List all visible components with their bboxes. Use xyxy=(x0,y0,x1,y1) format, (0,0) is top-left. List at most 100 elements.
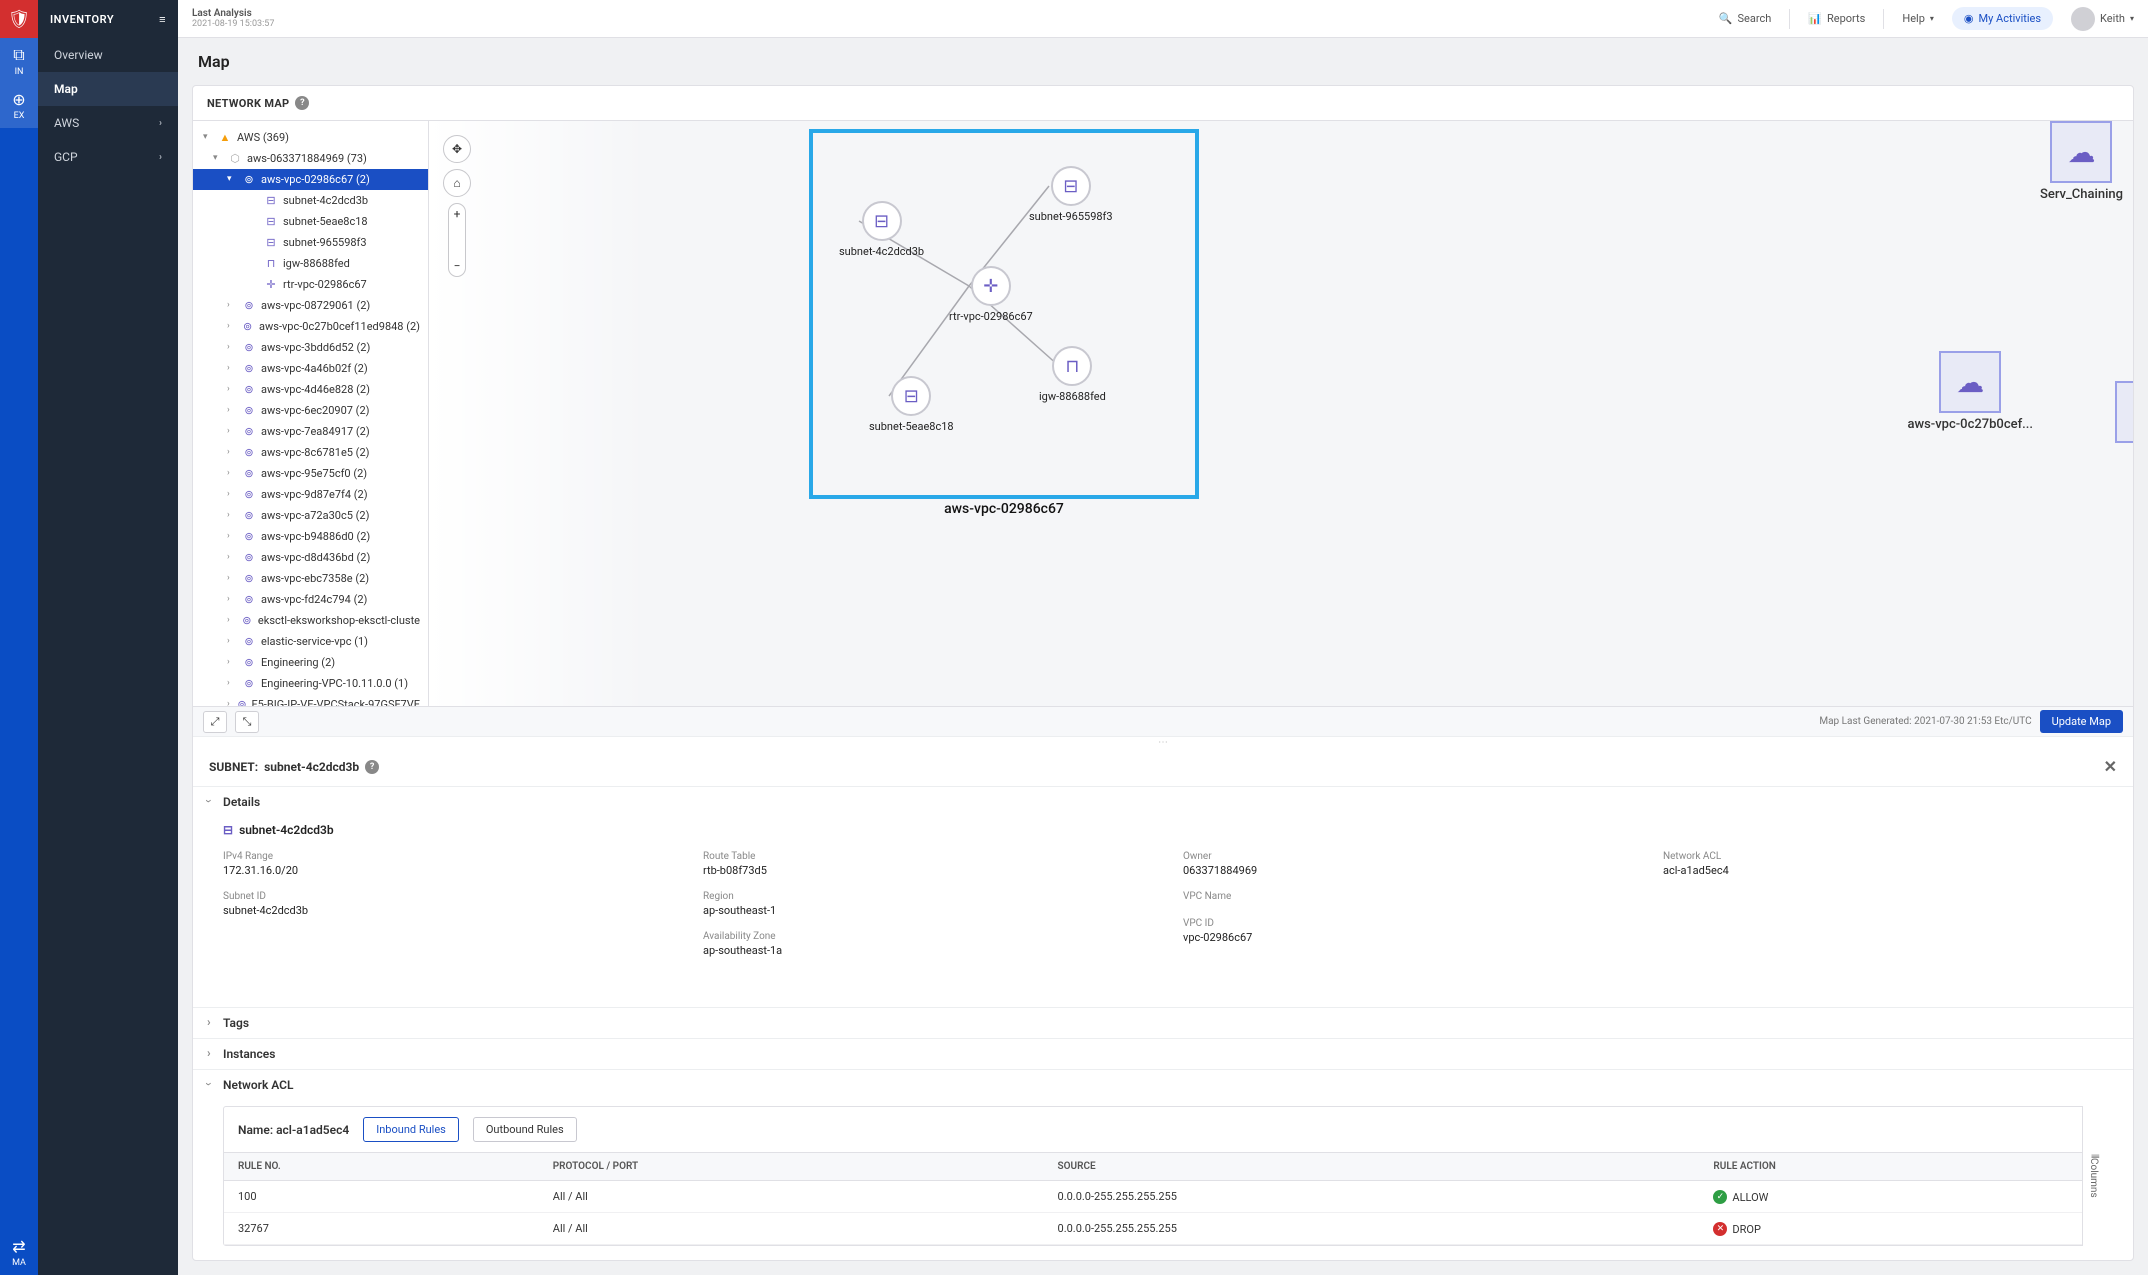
help-icon[interactable]: ? xyxy=(295,96,309,110)
node-router[interactable]: ✛rtr-vpc-02986c67 xyxy=(949,266,1033,323)
user-menu[interactable]: Keith▾ xyxy=(2071,7,2134,31)
tree-row-vpc[interactable]: ›⊚Engineering (2) xyxy=(193,652,428,673)
rail-item-ma[interactable]: ⇄ MA xyxy=(0,1230,38,1275)
pan-control[interactable]: ✥ xyxy=(443,135,471,163)
sidebar-item-overview[interactable]: Overview xyxy=(38,38,178,72)
vpc-icon: ⊚ xyxy=(242,507,256,524)
update-map-button[interactable]: Update Map xyxy=(2040,710,2123,733)
field-az: Availability Zoneap-southeast-1a xyxy=(703,931,1143,957)
tree-row-vpc[interactable]: ›⊚aws-vpc-7ea84917 (2) xyxy=(193,421,428,442)
sidebar-item-aws[interactable]: AWS› xyxy=(38,106,178,140)
columns-button[interactable]: ⦀ Columns xyxy=(2082,1106,2104,1246)
network-map-panel: NETWORK MAP ? ▾▲AWS (369) ▾⬡aws-06337188… xyxy=(192,85,2134,1261)
chevron-right-icon: › xyxy=(227,696,232,706)
tree-row-vpc[interactable]: ›⊚F5-BIG-IP-VE-VPCStack-97GSF7VE xyxy=(193,694,428,706)
tree-label: Engineering-VPC-10.11.0.0 (1) xyxy=(261,675,408,692)
tree-row-child[interactable]: ⊓igw-88688fed xyxy=(193,253,428,274)
chevron-right-icon: › xyxy=(227,633,237,650)
cell-proto: All / All xyxy=(539,1213,1044,1245)
node-igw[interactable]: ⊓igw-88688fed xyxy=(1039,346,1106,403)
table-row[interactable]: 100All / All0.0.0.0-255.255.255.255✓ALLO… xyxy=(224,1181,2102,1213)
layout-split-button[interactable]: ⤢ xyxy=(203,711,227,733)
tree-row-vpc[interactable]: ›⊚Engineering-VPC-10.11.0.0 (1) xyxy=(193,673,428,694)
acc-instances[interactable]: Instances xyxy=(193,1039,2133,1069)
node-subnet1[interactable]: ⊟subnet-4c2dcd3b xyxy=(839,201,924,258)
subnet-icon: ⊟ xyxy=(223,823,233,837)
tree-row-vpc[interactable]: ›⊚aws-vpc-95e75cf0 (2) xyxy=(193,463,428,484)
tree-row-vpc[interactable]: ›⊚aws-vpc-b94886d0 (2) xyxy=(193,526,428,547)
avatar xyxy=(2071,7,2095,31)
reports-button[interactable]: 📊Reports xyxy=(1808,12,1865,25)
igw-icon: ⊓ xyxy=(264,255,278,272)
sidebar-item-map[interactable]: Map xyxy=(38,72,178,106)
tree-row-vpc[interactable]: ›⊚aws-vpc-ebc7358e (2) xyxy=(193,568,428,589)
tree-row-vpc[interactable]: ›⊚aws-vpc-6ec20907 (2) xyxy=(193,400,428,421)
tree-row-vpc[interactable]: ›⊚aws-vpc-4d46e828 (2) xyxy=(193,379,428,400)
tree-row-child[interactable]: ⊟subnet-965598f3 xyxy=(193,232,428,253)
tree-row-vpc[interactable]: ›⊚aws-vpc-4a46b02f (2) xyxy=(193,358,428,379)
tree-row-vpc[interactable]: ›⊚eksctl-eksworkshop-eksctl-cluste xyxy=(193,610,428,631)
tree-row-vpc[interactable]: ›⊚aws-vpc-fd24c794 (2) xyxy=(193,589,428,610)
sidebar-item-gcp[interactable]: GCP› xyxy=(38,140,178,174)
acc-tags[interactable]: Tags xyxy=(193,1008,2133,1038)
tree-label: aws-vpc-4a46b02f (2) xyxy=(261,360,368,377)
tree-row-aws[interactable]: ▾▲AWS (369) xyxy=(193,127,428,148)
zoom-out-button[interactable]: − xyxy=(454,260,461,272)
tree-row-vpc[interactable]: ›⊚elastic-service-vpc (1) xyxy=(193,631,428,652)
cloud-shield-icon: ☁ xyxy=(1939,351,2001,413)
collapse-sidebar-icon[interactable]: ≡ xyxy=(159,13,166,26)
node-icon: ⊓ xyxy=(1052,346,1092,386)
close-icon[interactable]: ✕ xyxy=(2104,757,2117,776)
tree-label: eksctl-eksworkshop-eksctl-cluste xyxy=(258,612,420,629)
sidebar-item-label: AWS xyxy=(54,116,79,130)
external-node-serv[interactable]: ☁ Serv_Chaining xyxy=(2040,121,2123,202)
chevron-right-icon: › xyxy=(227,486,237,503)
resize-handle[interactable]: ⋯ xyxy=(193,737,2133,747)
tree-row-child[interactable]: ⊟subnet-4c2dcd3b xyxy=(193,190,428,211)
external-node-vpc2[interactable]: ☁ aws-vpc-0c27b0cef... xyxy=(1907,351,2033,432)
acc-details[interactable]: Details xyxy=(193,787,2133,817)
search-button[interactable]: 🔍Search xyxy=(1719,12,1772,25)
columns-label: Columns xyxy=(2088,1158,2099,1198)
layout-collapse-button[interactable]: ⤡ xyxy=(235,711,259,733)
chevron-right-icon: › xyxy=(227,318,236,335)
tree-row-vpc[interactable]: ›⊚aws-vpc-d8d436bd (2) xyxy=(193,547,428,568)
help-button[interactable]: Help▾ xyxy=(1902,12,1934,25)
tree-row-child[interactable]: ✛rtr-vpc-02986c67 xyxy=(193,274,428,295)
vpc-icon: ⊚ xyxy=(242,528,256,545)
home-control[interactable]: ⌂ xyxy=(443,169,471,197)
vpc-icon: ⊚ xyxy=(242,591,256,608)
help-icon[interactable]: ? xyxy=(365,760,379,774)
topology-edges xyxy=(429,121,2133,706)
vpc-icon: ⊚ xyxy=(237,696,246,706)
resource-tree[interactable]: ▾▲AWS (369) ▾⬡aws-063371884969 (73) ▾⊚aw… xyxy=(193,121,429,706)
my-activities-button[interactable]: ◉My Activities xyxy=(1952,7,2053,30)
zoom-in-button[interactable]: + xyxy=(454,208,461,220)
acc-network-acl[interactable]: Network ACL xyxy=(193,1070,2133,1100)
rail-item-in[interactable]: ⧉ IN xyxy=(0,38,38,83)
rail-item-ex[interactable]: ⊕ EX xyxy=(0,83,38,128)
table-row[interactable]: 32767All / All0.0.0.0-255.255.255.255✕DR… xyxy=(224,1213,2102,1245)
field-label: Owner xyxy=(1183,851,1623,862)
tab-outbound-rules[interactable]: Outbound Rules xyxy=(473,1117,577,1142)
tree-row-vpc-selected[interactable]: ▾⊚aws-vpc-02986c67 (2) xyxy=(193,169,428,190)
tree-row-vpc[interactable]: ›⊚aws-vpc-3bdd6d52 (2) xyxy=(193,337,428,358)
tree-row-child[interactable]: ⊟subnet-5eae8c18 xyxy=(193,211,428,232)
tree-row-vpc[interactable]: ›⊚aws-vpc-9d87e7f4 (2) xyxy=(193,484,428,505)
tree-row-account[interactable]: ▾⬡aws-063371884969 (73) xyxy=(193,148,428,169)
external-node-partial[interactable]: ☁ xyxy=(2115,381,2133,443)
map-generated-label: Map Last Generated: 2021-07-30 21:53 Etc… xyxy=(1819,716,2031,727)
tree-row-vpc[interactable]: ›⊚aws-vpc-8c6781e5 (2) xyxy=(193,442,428,463)
node-subnet2[interactable]: ⊟subnet-965598f3 xyxy=(1029,166,1113,223)
tree-row-vpc[interactable]: ›⊚aws-vpc-08729061 (2) xyxy=(193,295,428,316)
field-vpc-name: VPC Name xyxy=(1183,891,1623,904)
map-canvas[interactable]: ✥ ⌂ + − aws-vpc-02986c67 ⊟subnet-4c2dcd3… xyxy=(429,121,2133,706)
node-icon: ✛ xyxy=(971,266,1011,306)
tree-row-vpc[interactable]: ›⊚aws-vpc-0c27b0cef11ed9848 (2) xyxy=(193,316,428,337)
tab-inbound-rules[interactable]: Inbound Rules xyxy=(363,1117,459,1142)
tree-label: elastic-service-vpc (1) xyxy=(261,633,368,650)
detail-kind: SUBNET: xyxy=(209,760,258,774)
node-subnet3[interactable]: ⊟subnet-5eae8c18 xyxy=(869,376,954,433)
brand-logo[interactable]: 🛡 xyxy=(0,0,38,38)
tree-row-vpc[interactable]: ›⊚aws-vpc-a72a30c5 (2) xyxy=(193,505,428,526)
